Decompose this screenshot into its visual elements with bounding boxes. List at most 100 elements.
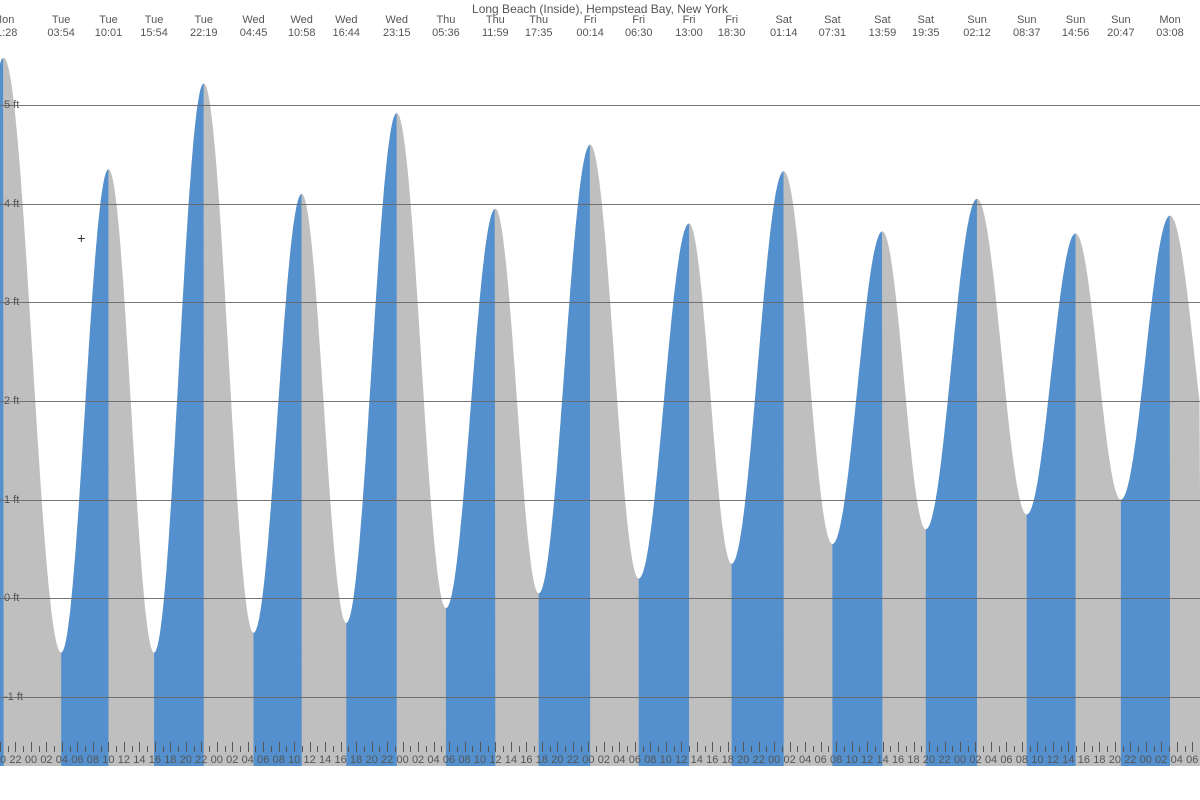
tide-fill-rising <box>926 199 977 766</box>
x-tick <box>890 746 891 752</box>
x-tick <box>588 742 589 752</box>
x-tick <box>434 742 435 752</box>
x-tick <box>983 746 984 752</box>
x-tick <box>310 742 311 752</box>
x-hour-label: 22 <box>9 754 21 766</box>
x-tick <box>697 742 698 752</box>
x-tick <box>991 742 992 752</box>
x-tick <box>23 746 24 752</box>
x-tick <box>372 742 373 752</box>
tide-chart-container: { "title": "Long Beach (Inside), Hempste… <box>0 0 1200 800</box>
x-tick <box>1146 742 1147 752</box>
x-tick <box>1130 742 1131 752</box>
x-tick <box>77 742 78 752</box>
x-tick <box>852 742 853 752</box>
x-hour-label: 00 <box>25 754 37 766</box>
x-tick <box>465 742 466 752</box>
x-tick <box>294 742 295 752</box>
x-tick <box>581 746 582 752</box>
x-tick <box>1161 742 1162 752</box>
x-tick <box>1037 742 1038 752</box>
x-hour-label: 08 <box>644 754 656 766</box>
x-hour-label: 00 <box>768 754 780 766</box>
x-hour-label: 06 <box>443 754 455 766</box>
tide-fill-rising <box>254 194 302 766</box>
x-hour-label: 04 <box>1171 754 1183 766</box>
x-hour-label: 00 <box>1140 754 1152 766</box>
x-tick <box>317 746 318 752</box>
x-tick <box>248 742 249 752</box>
x-tick <box>573 742 574 752</box>
x-tick <box>720 746 721 752</box>
x-tick <box>743 742 744 752</box>
x-hour-label: 20 <box>180 754 192 766</box>
x-tick <box>975 742 976 752</box>
x-tick <box>1014 746 1015 752</box>
x-hour-label: 04 <box>427 754 439 766</box>
x-tick <box>457 746 458 752</box>
x-hour-label: 12 <box>1047 754 1059 766</box>
x-hour-label: 10 <box>660 754 672 766</box>
x-tick <box>480 742 481 752</box>
x-hour-label: 02 <box>598 754 610 766</box>
x-hour-label: 12 <box>118 754 130 766</box>
x-tick <box>1099 742 1100 752</box>
y-gridline <box>0 401 1200 402</box>
y-tick-label: 0 ft <box>4 592 19 604</box>
x-tick <box>1053 742 1054 752</box>
x-tick <box>921 746 922 752</box>
x-tick <box>178 746 179 752</box>
x-tick <box>255 746 256 752</box>
x-tick <box>333 746 334 752</box>
x-hour-label: 02 <box>1155 754 1167 766</box>
x-hour-label: 22 <box>195 754 207 766</box>
time-label: Mon03:08 <box>1140 14 1200 40</box>
x-tick <box>503 746 504 752</box>
x-hour-label: 20 <box>1109 754 1121 766</box>
y-tick-label: 1 ft <box>4 494 19 506</box>
x-tick <box>519 746 520 752</box>
x-hour-label: 00 <box>582 754 594 766</box>
x-tick <box>1092 746 1093 752</box>
x-tick <box>209 746 210 752</box>
x-hour-label: 10 <box>1031 754 1043 766</box>
x-tick <box>418 742 419 752</box>
x-tick <box>1107 746 1108 752</box>
x-tick <box>797 746 798 752</box>
y-tick-label: 2 ft <box>4 395 19 407</box>
x-hour-label: 04 <box>56 754 68 766</box>
x-tick <box>8 746 9 752</box>
x-tick <box>565 746 566 752</box>
x-tick <box>635 742 636 752</box>
tide-fill-rising <box>1121 216 1170 766</box>
x-tick <box>1138 746 1139 752</box>
x-tick <box>650 742 651 752</box>
x-tick <box>240 746 241 752</box>
x-hour-label: 14 <box>505 754 517 766</box>
x-hour-label: 02 <box>412 754 424 766</box>
y-gridline <box>0 204 1200 205</box>
x-tick <box>1022 742 1023 752</box>
y-gridline <box>0 500 1200 501</box>
x-tick <box>511 742 512 752</box>
x-tick <box>488 746 489 752</box>
x-tick <box>364 746 365 752</box>
x-hour-label: 22 <box>381 754 393 766</box>
x-hour-label: 08 <box>830 754 842 766</box>
x-hour-label: 18 <box>164 754 176 766</box>
x-tick <box>604 742 605 752</box>
x-hour-label: 12 <box>304 754 316 766</box>
x-hour-label: 02 <box>226 754 238 766</box>
x-tick <box>15 742 16 752</box>
x-tick <box>395 746 396 752</box>
x-hour-label: 14 <box>691 754 703 766</box>
x-hour-label: 14 <box>1062 754 1074 766</box>
tide-fill-rising <box>639 224 689 767</box>
x-hour-label: 22 <box>1124 754 1136 766</box>
x-tick <box>705 746 706 752</box>
x-tick <box>999 746 1000 752</box>
x-hour-label: 12 <box>861 754 873 766</box>
x-hour-label: 04 <box>242 754 254 766</box>
x-hour-label: 10 <box>288 754 300 766</box>
x-tick <box>557 742 558 752</box>
